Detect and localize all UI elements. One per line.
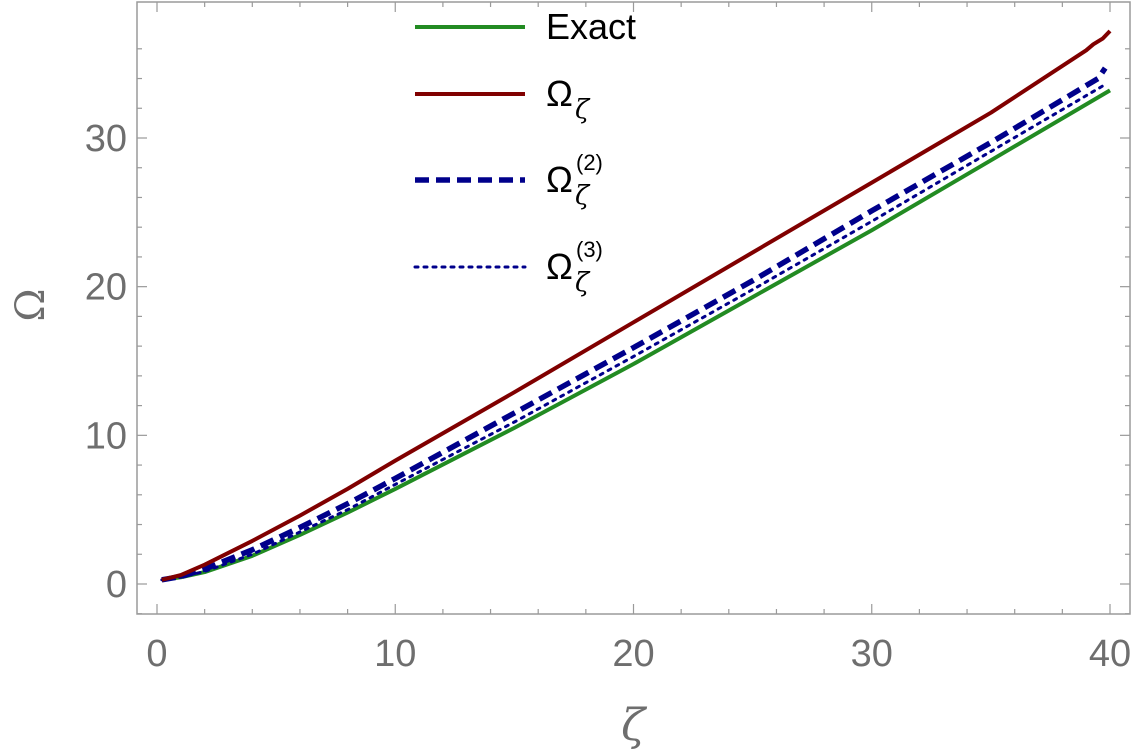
legend-label: Exact — [546, 6, 636, 47]
y-tick-label: 0 — [106, 564, 127, 606]
legend-subscript: ζ — [575, 181, 591, 211]
y-tick-label: 30 — [85, 118, 127, 160]
x-tick-label: 40 — [1089, 633, 1131, 675]
legend-label: Ω — [546, 246, 573, 287]
x-tick-label: 0 — [146, 633, 167, 675]
y-tick-label: 10 — [85, 415, 127, 457]
y-tick-label: 20 — [85, 267, 127, 309]
y-axis-label: Ω — [8, 288, 54, 321]
legend-subscript: ζ — [575, 268, 591, 298]
series-line — [161, 66, 1108, 583]
legend-superscript: (3) — [576, 237, 603, 262]
x-tick-label: 30 — [851, 633, 893, 675]
legend-label: Ω — [546, 73, 573, 114]
axis-ticks: 0 10 20 30 40 0 10 20 30 — [85, 2, 1131, 675]
x-axis-label: ζ — [621, 700, 648, 751]
series-line — [161, 29, 1112, 582]
series-lines — [160, 29, 1112, 583]
x-tick-label: 10 — [374, 633, 416, 675]
legend-label: Ω — [546, 159, 573, 200]
legend-superscript: (2) — [576, 150, 603, 175]
legend-subscript: ζ — [575, 95, 591, 125]
x-tick-label: 20 — [612, 633, 654, 675]
axis-labels: ζ Ω — [8, 288, 648, 751]
series-line — [161, 88, 1112, 582]
